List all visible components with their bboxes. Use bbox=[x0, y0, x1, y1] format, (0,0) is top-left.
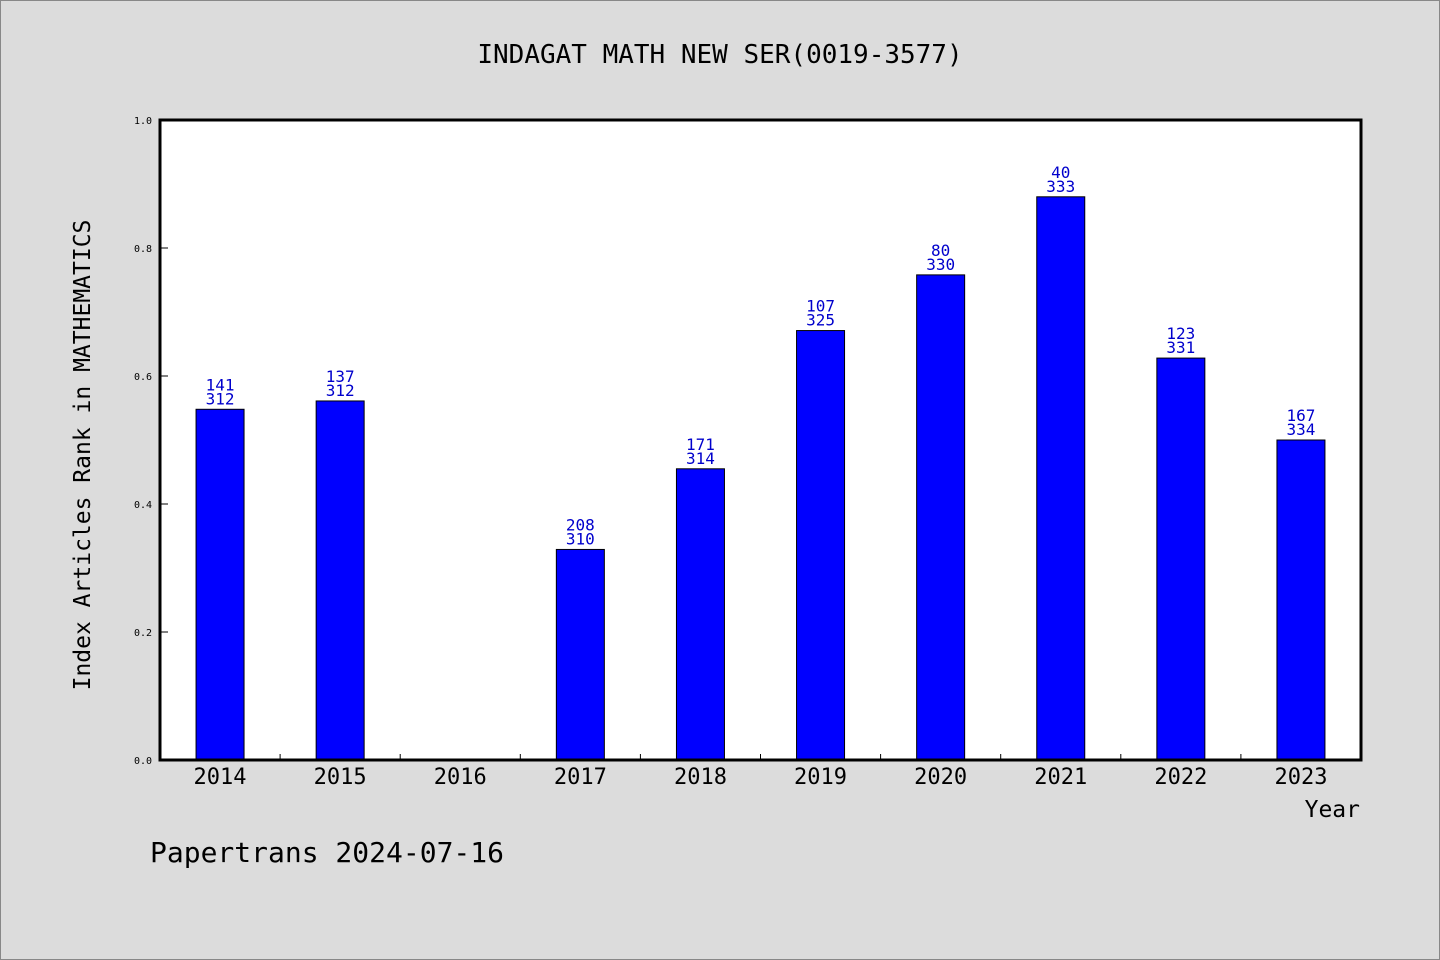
bar-rank-label: 137 bbox=[326, 367, 355, 386]
bar-rank-label: 141 bbox=[206, 375, 235, 394]
footer-text: Papertrans 2024-07-16 bbox=[150, 836, 504, 869]
bar bbox=[1036, 196, 1086, 761]
bar-total-label: 312 bbox=[206, 389, 235, 408]
bar bbox=[555, 548, 605, 761]
bar bbox=[315, 400, 365, 761]
bar-rank-label: 107 bbox=[806, 297, 835, 316]
chart-title: INDAGAT MATH NEW SER(0019-3577) bbox=[477, 40, 962, 70]
y-tick-label: 0.4 bbox=[134, 500, 152, 511]
bar-rank-label: 40 bbox=[1051, 163, 1070, 182]
bar bbox=[1276, 439, 1326, 761]
x-tick-label: 2016 bbox=[434, 765, 487, 790]
y-tick-label: 0.6 bbox=[134, 372, 152, 383]
bars-layer bbox=[195, 196, 1326, 761]
bar-total-label: 333 bbox=[1046, 177, 1075, 196]
bar-total-label: 330 bbox=[926, 255, 955, 274]
x-tick-label: 2022 bbox=[1154, 765, 1207, 790]
bar-total-label: 314 bbox=[686, 449, 715, 468]
bar-rank-label: 171 bbox=[686, 435, 715, 454]
x-tick-label: 2019 bbox=[794, 765, 847, 790]
bar bbox=[1156, 357, 1206, 761]
x-tick-label: 2015 bbox=[314, 765, 367, 790]
bar-rank-label: 80 bbox=[931, 241, 950, 260]
x-tick-label: 2017 bbox=[554, 765, 607, 790]
x-tick-label: 2021 bbox=[1034, 765, 1087, 790]
x-tick-label: 2020 bbox=[914, 765, 967, 790]
x-axis-label: Year bbox=[1305, 797, 1360, 823]
bar-total-label: 310 bbox=[566, 529, 595, 548]
bar-total-label: 331 bbox=[1166, 338, 1195, 357]
bar-total-label: 312 bbox=[326, 381, 355, 400]
x-tick-label: 2018 bbox=[674, 765, 727, 790]
bar-rank-label: 167 bbox=[1286, 406, 1315, 425]
plot-frame bbox=[158, 118, 1363, 762]
y-tick-label: 1.0 bbox=[134, 116, 152, 127]
bar bbox=[195, 408, 245, 761]
y-axis-label: Index Articles Rank in MATHEMATICS bbox=[70, 220, 96, 691]
bar-rank-label: 208 bbox=[566, 515, 595, 534]
x-tick-label: 2023 bbox=[1274, 765, 1327, 790]
bar-total-label: 334 bbox=[1286, 420, 1315, 439]
bar-total-label: 325 bbox=[806, 311, 835, 330]
x-axis-ticks: 2014 2015 2016 2017 2018 2019 2020 2021 2022 2023 bbox=[194, 754, 1327, 790]
bar bbox=[796, 330, 846, 761]
bar bbox=[916, 274, 966, 761]
data-labels-layer: 1413121373122083101713141073258033040333… bbox=[206, 163, 1316, 549]
y-tick-label: 0.2 bbox=[134, 628, 152, 639]
y-tick-label: 0.0 bbox=[134, 756, 152, 767]
bar-rank-label: 123 bbox=[1166, 324, 1195, 343]
x-tick-label: 2014 bbox=[194, 765, 247, 790]
bar bbox=[675, 468, 725, 761]
y-tick-label: 0.8 bbox=[134, 244, 152, 255]
